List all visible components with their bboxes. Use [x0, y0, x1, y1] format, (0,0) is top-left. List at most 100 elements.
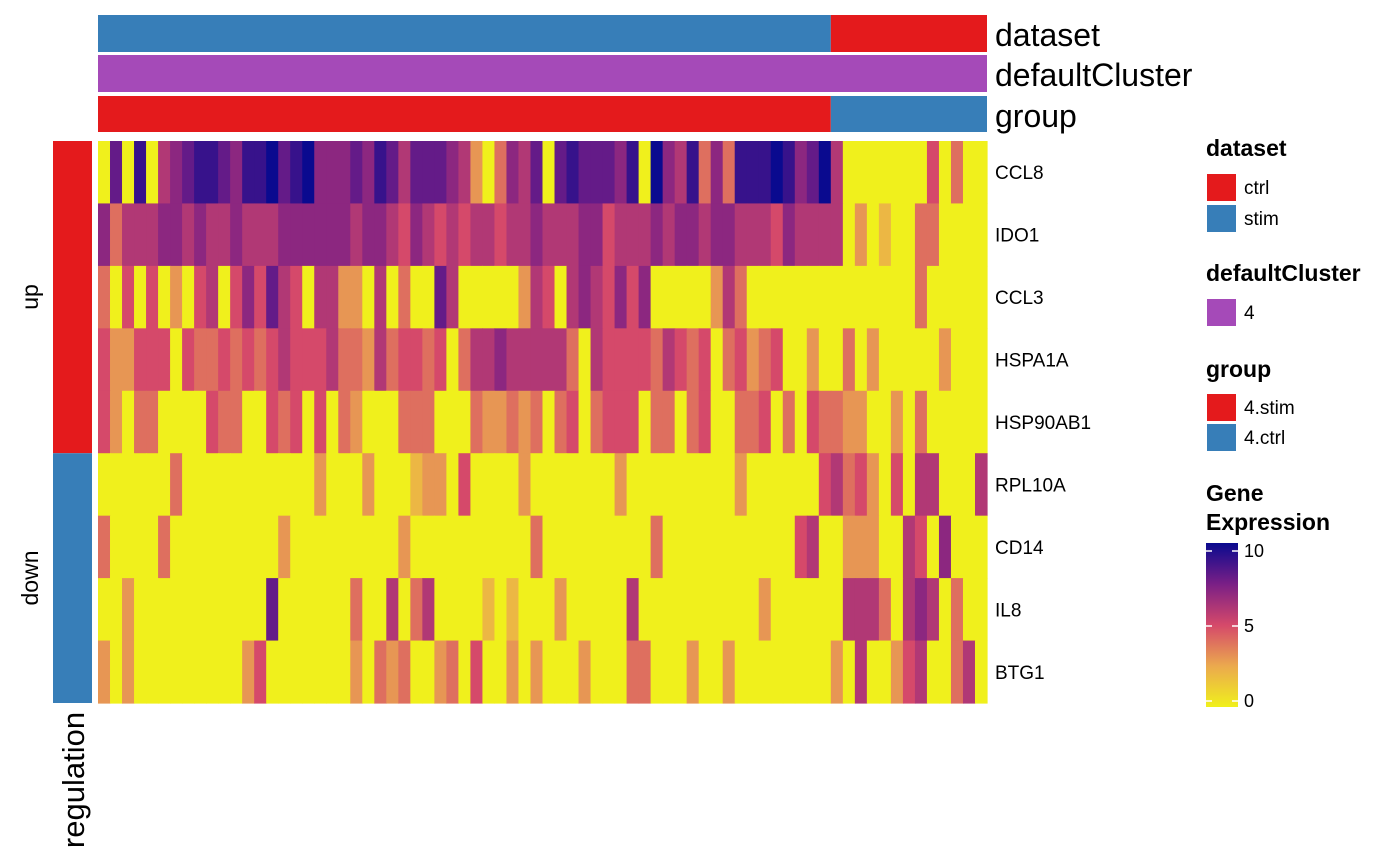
- heatmap-cell: [446, 141, 459, 205]
- heatmap-cell: [722, 141, 736, 205]
- heatmap-cell: [626, 265, 640, 329]
- legend-label-ctrl: ctrl: [1244, 178, 1269, 199]
- heatmap-cell: [590, 141, 604, 205]
- heatmap-cell: [554, 203, 568, 267]
- heatmap-cell: [230, 328, 243, 392]
- heatmap-cell: [542, 578, 556, 642]
- heatmap-cell: [566, 640, 580, 704]
- heatmap-cell: [842, 453, 856, 517]
- heatmap-cell: [866, 328, 880, 392]
- heatmap-cell: [158, 203, 171, 267]
- heatmap-cell: [866, 203, 880, 267]
- heatmap-cell: [146, 640, 159, 704]
- heatmap-cell: [374, 328, 387, 392]
- heatmap-cell: [482, 515, 496, 579]
- heatmap-cell: [554, 453, 568, 517]
- heatmap-cell: [518, 515, 532, 579]
- heatmap-cell: [110, 515, 123, 579]
- heatmap-cell: [950, 640, 964, 704]
- heatmap-cell: [194, 265, 207, 329]
- heatmap-cell: [926, 265, 940, 329]
- heatmap-cell: [146, 265, 159, 329]
- legend-swatch-stim: [1207, 205, 1236, 232]
- heatmap-cell: [554, 390, 568, 454]
- heatmap-cell: [674, 328, 688, 392]
- heatmap-cell: [170, 578, 183, 642]
- heatmap-cell: [314, 515, 327, 579]
- heatmap-cell: [722, 578, 736, 642]
- heatmap-cell: [386, 578, 399, 642]
- heatmap-cell: [98, 515, 111, 579]
- heatmap-cell: [902, 141, 916, 205]
- heatmap-cell: [926, 141, 940, 205]
- heatmap-cell: [806, 390, 820, 454]
- heatmap-cell: [242, 141, 255, 205]
- heatmap-cell: [626, 203, 640, 267]
- heatmap-cell: [794, 265, 808, 329]
- heatmap-cell: [782, 578, 796, 642]
- heatmap-cell: [698, 453, 712, 517]
- heatmap-cell: [362, 328, 375, 392]
- heatmap-cell: [230, 578, 243, 642]
- heatmap-cell: [722, 203, 736, 267]
- heatmap-cell: [326, 640, 339, 704]
- heatmap-cell: [650, 578, 664, 642]
- heatmap-cell: [974, 141, 988, 205]
- legend-swatch-cluster-4: [1207, 299, 1236, 326]
- heatmap-cell: [854, 328, 868, 392]
- heatmap-cell: [206, 203, 219, 267]
- heatmap-cell: [602, 453, 616, 517]
- heatmap-cell: [746, 141, 760, 205]
- heatmap-cell: [254, 328, 267, 392]
- heatmap-cell: [662, 265, 676, 329]
- heatmap-cell: [734, 453, 748, 517]
- heatmap-cell: [122, 640, 135, 704]
- heatmap-cell: [434, 203, 447, 267]
- heatmap-cell: [314, 203, 327, 267]
- heatmap-cell: [530, 390, 544, 454]
- heatmap-cell: [434, 265, 447, 329]
- heatmap-cell: [710, 578, 724, 642]
- heatmap-cell: [470, 640, 484, 704]
- heatmap-cell: [662, 515, 676, 579]
- heatmap-cell: [170, 328, 183, 392]
- heatmap-cell: [326, 453, 339, 517]
- gene-label-btg1: BTG1: [995, 663, 1045, 684]
- heatmap-cell: [806, 265, 820, 329]
- heatmap-cell: [362, 578, 375, 642]
- heatmap-cell: [590, 578, 604, 642]
- heatmap-cell: [914, 578, 928, 642]
- heatmap-cell: [542, 328, 556, 392]
- heatmap-cell: [98, 640, 111, 704]
- heatmap-cell: [386, 515, 399, 579]
- heatmap-cell: [206, 578, 219, 642]
- heatmap-cell: [818, 640, 832, 704]
- heatmap-cell: [230, 515, 243, 579]
- heatmap-cell: [218, 141, 231, 205]
- heatmap-cell: [746, 328, 760, 392]
- heatmap-cell: [338, 265, 351, 329]
- heatmap-cell: [374, 141, 387, 205]
- heatmap-cell: [698, 390, 712, 454]
- heatmap-cell: [578, 265, 592, 329]
- heatmap-cell: [398, 265, 411, 329]
- heatmap-cell: [182, 453, 195, 517]
- heatmap-cell: [254, 453, 267, 517]
- heatmap-cell: [590, 515, 604, 579]
- heatmap-cell: [266, 328, 279, 392]
- heatmap-cell: [314, 578, 327, 642]
- heatmap-cell: [446, 390, 459, 454]
- heatmap-cell: [866, 141, 880, 205]
- gene-label-cd14: CD14: [995, 538, 1044, 559]
- heatmap-cell: [386, 203, 399, 267]
- heatmap-cell: [158, 390, 171, 454]
- heatmap-cell: [398, 578, 411, 642]
- heatmap-cell: [434, 390, 447, 454]
- heatmap-cell: [830, 640, 844, 704]
- heatmap-cell: [698, 265, 712, 329]
- heatmap-cell: [206, 141, 219, 205]
- heatmap-cell: [350, 203, 363, 267]
- heatmap-cell: [626, 515, 640, 579]
- heatmap-cell: [662, 141, 676, 205]
- heatmap-cell: [746, 640, 760, 704]
